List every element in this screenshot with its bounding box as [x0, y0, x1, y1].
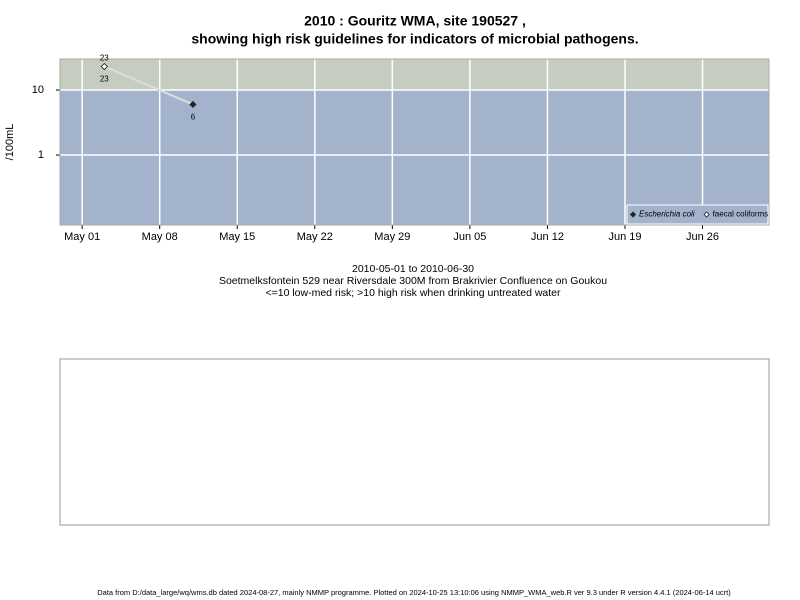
x-tick-label: Jun 05 — [453, 231, 486, 243]
footer: Data from D:/data_large/wq/wms.db dated … — [97, 588, 731, 597]
note: 2010-05-01 to 2010-06-30 — [352, 263, 474, 275]
legend-marker — [703, 211, 710, 218]
series-line — [103, 65, 194, 106]
data-point — [100, 62, 108, 71]
empty-panel — [59, 358, 770, 526]
chart-title: 2010 : Gouritz WMA, site 190527 , — [304, 13, 526, 29]
x-tick-label: Jun 19 — [608, 231, 641, 243]
y-tick-label: 1 — [38, 149, 44, 161]
x-tick-label: May 08 — [142, 231, 178, 243]
data-label: 23 — [100, 75, 109, 84]
x-tick-label: May 29 — [374, 231, 410, 243]
legend-label: Escherichia coli — [639, 210, 695, 219]
data-label: 23 — [100, 54, 109, 63]
x-tick-label: May 22 — [297, 231, 333, 243]
legend-marker — [629, 211, 637, 218]
legend-label: faecal coliforms — [713, 210, 769, 219]
plot-frame — [59, 58, 770, 226]
low-risk-band — [60, 90, 769, 225]
x-tick-label: Jun 26 — [686, 231, 719, 243]
data-label: 6 — [191, 113, 196, 122]
y-tick-label: 10 — [32, 84, 44, 96]
x-tick-label: Jun 12 — [531, 231, 564, 243]
y-axis-label: /100mL — [4, 124, 16, 161]
legend-box — [626, 204, 769, 225]
note: Soetmelksfontein 529 near Riversdale 300… — [219, 275, 607, 287]
note: <=10 low-med risk; >10 high risk when dr… — [265, 287, 561, 299]
chart-subtitle: showing high risk guidelines for indicat… — [191, 31, 638, 47]
x-tick-label: May 15 — [219, 231, 255, 243]
high-risk-band — [60, 59, 769, 91]
x-tick-label: May 01 — [64, 231, 100, 243]
data-point — [189, 100, 197, 109]
